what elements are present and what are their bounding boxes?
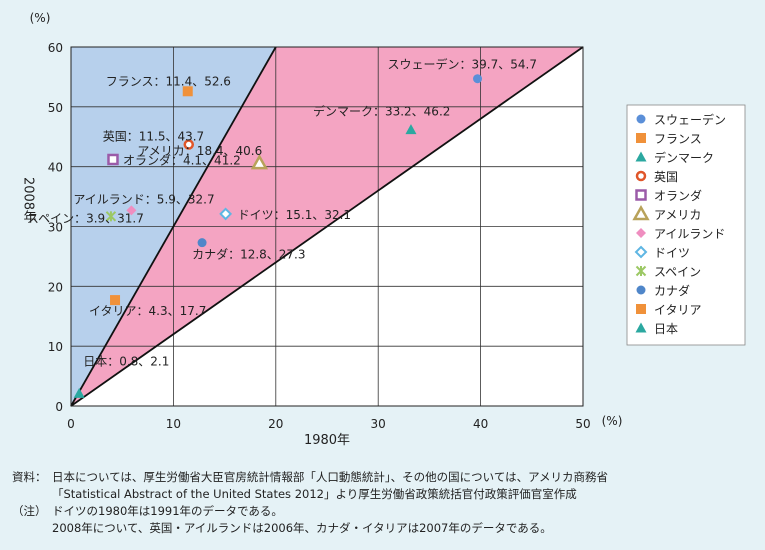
x-tick-label: 40 [473,417,488,431]
footnotes: 資料： 日本については、厚生労働省大臣官房統計情報部「人口動態統計」、その他の国… [12,469,757,537]
remark-note: （注） ドイツの1980年は1991年のデータである。 [12,503,757,520]
data-point-7 [126,205,137,216]
legend-label-8: ドイツ [654,246,690,260]
data-point-4 [183,139,195,150]
source-note: 資料： 日本については、厚生労働省大臣官房統計情報部「人口動態統計」、その他の国… [12,469,757,486]
source-text-line1: 日本については、厚生労働省大臣官房統計情報部「人口動態統計」、その他の国について… [52,470,609,484]
y-tick-label: 30 [48,221,63,235]
legend-marker-3 [635,151,647,162]
legend-label-4: 英国 [654,170,678,184]
legend-label-1: スウェーデン [654,112,726,127]
y-axis-label: 2008年 [21,177,37,224]
legend-marker-12 [635,322,647,333]
y-tick-label: 20 [48,280,63,294]
legend-marker-5 [635,189,647,201]
data-point-3 [405,124,417,135]
data-point-2 [182,86,193,97]
data-point-1 [473,74,483,84]
source-text-line2: 「Statistical Abstract of the United Stat… [52,487,577,501]
legend-label-7: アイルランド [654,227,725,241]
legend-box [626,104,746,346]
legend-label-10: カナダ [654,283,690,298]
reference-line-1 [70,46,277,407]
legend-label-9: スペイン [654,265,701,279]
data-label-11: イタリア：4.3、17.7 [89,304,206,318]
data-label-1: スウェーデン：39.7、54.7 [388,57,537,72]
legend-marker-11 [636,304,646,314]
legend-label-2: フランス [654,132,702,146]
x-tick-label: 10 [166,417,181,431]
data-label-2: フランス：11.4、52.6 [106,74,231,88]
legend-label-5: オランダ [654,188,702,203]
plot-frame [70,46,584,407]
data-point-11 [110,295,121,306]
legend-marker-6 [632,204,650,221]
legend-marker-9 [635,265,647,277]
data-label-8: ドイツ：15.1、32.1 [238,208,351,222]
note-label: （注） [12,504,47,518]
data-label-7: アイルランド：5.9、32.7 [73,192,214,206]
data-label-5: オランダ：4.1、41.2 [123,152,241,167]
legend-label-3: デンマーク [654,150,714,165]
data-point-10 [197,238,207,248]
y-tick-label: 40 [48,161,63,175]
note-text-line2: 2008年について、英国・アイルランドは2006年、カナダ・イタリアは2007年… [52,521,552,535]
data-label-9: スペイン：3.9、31.7 [27,211,144,225]
y-tick-label: 60 [48,41,63,55]
data-label-12: 日本：0.8、2.1 [83,354,169,368]
legend-marker-4 [635,170,647,182]
legend-label-6: アメリカ [654,208,701,222]
data-label-3: デンマーク：33.2、46.2 [313,104,450,119]
legend-marker-2 [636,133,646,143]
data-label-4: 英国：11.5、43.7 [103,130,204,144]
legend-label-12: 日本 [654,322,678,336]
x-tick-label: 30 [371,417,386,431]
source-label: 資料： [12,470,47,484]
legend-marker-7 [636,228,646,238]
data-point-6 [250,154,269,170]
reference-line-2 [70,46,584,407]
data-label-6: アメリカ：18.4、40.6 [137,144,262,158]
x-unit-label: (%) [602,414,623,428]
legend: スウェーデンフランスデンマーク英国オランダアメリカアイルランドドイツスペインカナ… [632,112,726,336]
y-tick-label: 0 [55,400,63,414]
y-unit-label: (%) [30,11,51,25]
y-tick-label: 50 [48,101,63,115]
legend-label-11: イタリア [654,303,702,317]
data-point-12 [73,387,85,398]
x-tick-label: 50 [575,417,590,431]
data-label-10: カナダ：12.8、27.3 [192,247,305,262]
data-point-8 [219,207,233,221]
x-tick-label: 20 [268,417,283,431]
data-point-5 [107,153,119,166]
legend-marker-10 [636,285,646,295]
legend-marker-1 [636,114,646,124]
x-tick-label: 0 [67,417,75,431]
scatter-chart: 0 10 20 30 40 50 0 10 20 30 40 50 60 (%) (%) 1980年 2008年… [21,11,746,448]
legend-marker-8 [634,245,648,259]
x-axis-label: 1980年 [304,433,350,448]
data-point-9 [105,211,117,222]
note-text-line1: ドイツの1980年は1991年のデータである。 [52,504,283,518]
y-tick-label: 10 [48,340,63,354]
